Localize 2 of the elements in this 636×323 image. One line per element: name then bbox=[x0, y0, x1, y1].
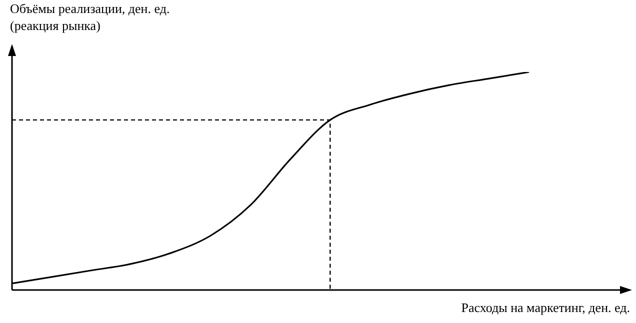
x-axis-title: Расходы на маркетинг, ден. ед. bbox=[461, 300, 630, 316]
y-axis-title: Объёмы реализации, ден. ед. (реакция рынка) bbox=[10, 0, 170, 34]
